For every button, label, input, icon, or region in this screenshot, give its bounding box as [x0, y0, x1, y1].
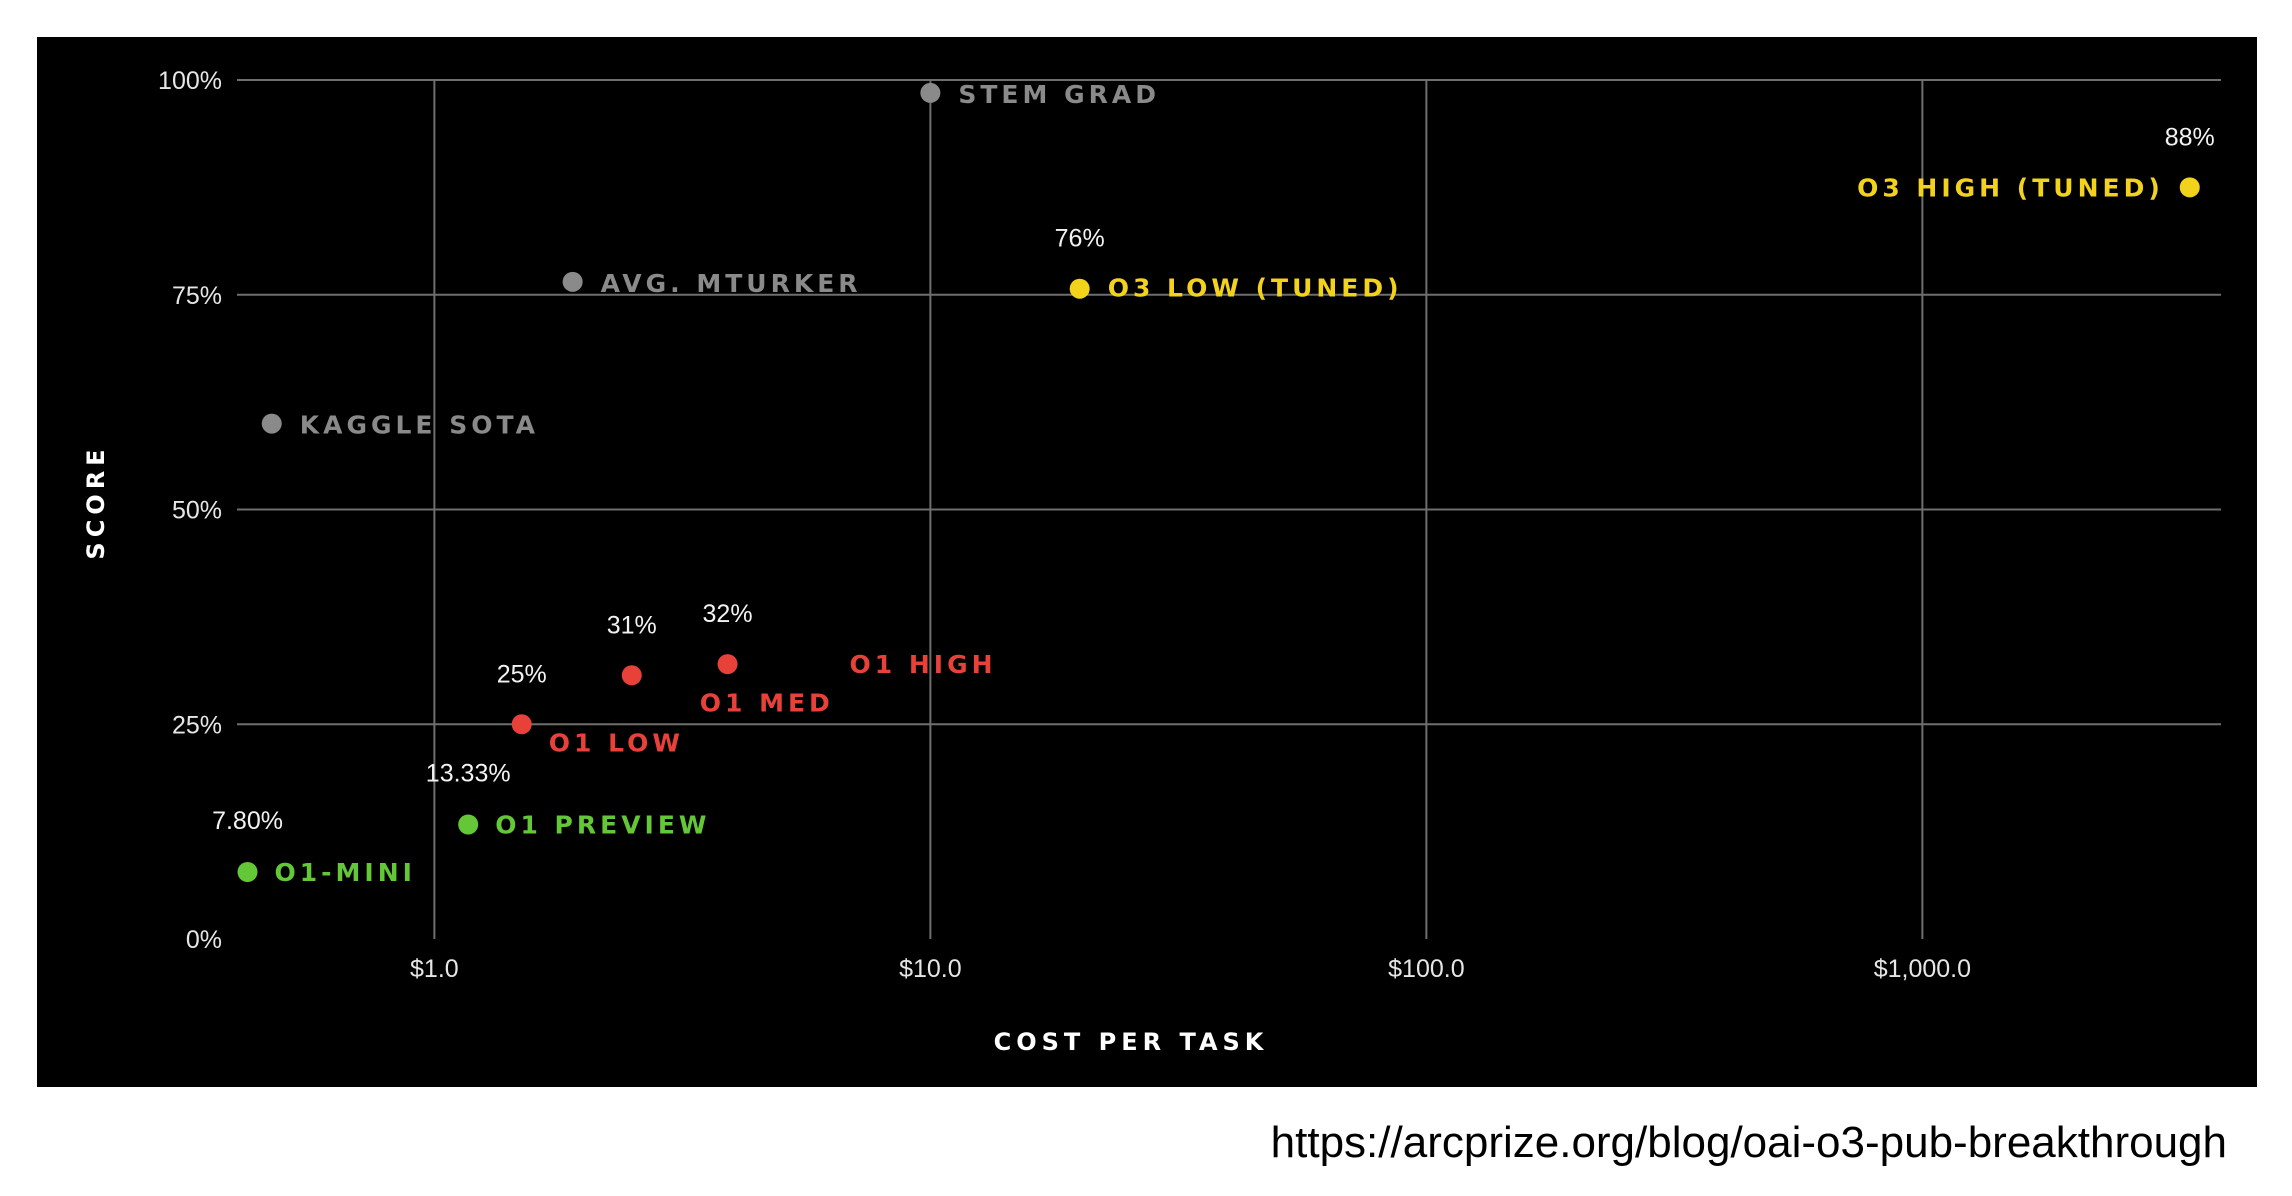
value-label-o1-low: 25% [497, 660, 547, 688]
source-url: https://arcprize.org/blog/oai-o3-pub-bre… [1270, 1118, 2227, 1167]
point-label-kaggle-sota: KAGGLE SOTA [300, 411, 539, 440]
point-label-avg-mturker: AVG. MTURKER [601, 269, 862, 298]
x-tick-label: $100.0 [1388, 955, 1464, 983]
y-tick-label: 100% [158, 67, 222, 95]
point-o3-low-tuned [1069, 278, 1090, 299]
point-label-o3-low-tuned: O3 LOW (TUNED) [1108, 274, 1403, 303]
value-label-o1-preview: 13.33% [426, 759, 511, 787]
value-label-o1-high: 32% [703, 600, 753, 628]
value-label-o3-low-tuned: 76% [1055, 225, 1105, 253]
gridlines [237, 79, 2221, 939]
value-label-o1-med: 31% [607, 611, 657, 639]
point-label-stem-grad: STEM GRAD [958, 80, 1160, 109]
point-label-o1-low: O1 LOW [549, 728, 684, 757]
chart-panel: 0% 25% 50% 75% 100% $1.0 $10.0 $100.0 $1,000.0 C… [37, 37, 2257, 1087]
x-tick-label: $1.0 [410, 955, 459, 983]
point-label-o1-preview: O1 PREVIEW [495, 810, 710, 839]
y-axis-title: SCORE [82, 444, 110, 559]
y-tick-label: 0% [186, 926, 222, 954]
point-o1-high [717, 654, 738, 675]
point-label-o1-high: O1 HIGH [850, 650, 997, 679]
point-stem-grad [920, 82, 941, 103]
value-label-o1-mini: 7.80% [212, 807, 283, 835]
scatter-chart: 0% 25% 50% 75% 100% $1.0 $10.0 $100.0 $1,000.0 C… [82, 67, 2221, 1056]
tick-labels: 0% 25% 50% 75% 100% $1.0 $10.0 $100.0 $1,000.0 [158, 67, 1971, 983]
point-o1-mini [237, 861, 258, 882]
x-tick-label: $10.0 [899, 955, 962, 983]
y-tick-label: 25% [172, 711, 222, 739]
point-o3-high-tuned [2179, 177, 2200, 198]
point-label-o3-high-tuned: O3 HIGH (TUNED) [1857, 173, 2164, 202]
point-avg-mturker [562, 271, 583, 292]
point-kaggle-sota [261, 413, 282, 434]
x-axis-title: COST PER TASK [994, 1028, 1269, 1056]
point-label-o1-mini: O1-MINI [275, 858, 416, 887]
value-label-o3-high-tuned: 88% [2165, 123, 2215, 151]
point-label-o1-med: O1 MED [700, 688, 834, 717]
point-o1-low [511, 714, 532, 735]
point-o1-med [621, 665, 642, 686]
point-o1-preview [458, 814, 479, 835]
x-tick-label: $1,000.0 [1874, 955, 1971, 983]
data-points: STEM GRAD AVG. MTURKER KAGGLE SOTA O3 HIGH … [212, 80, 2215, 887]
y-tick-label: 50% [172, 497, 222, 525]
y-tick-label: 75% [172, 282, 222, 310]
